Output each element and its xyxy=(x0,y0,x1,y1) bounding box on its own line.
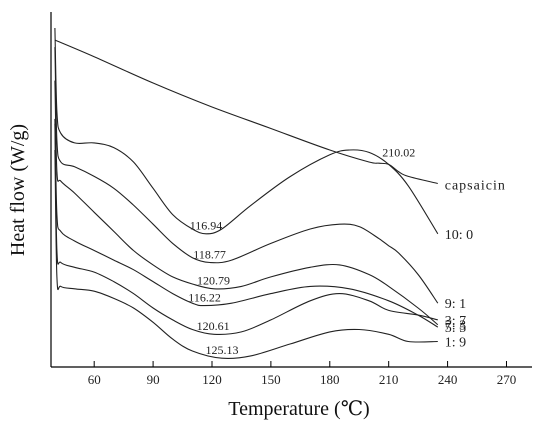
peak-annotation: 120.79 xyxy=(197,274,230,288)
y-axis-title: Heat flow (W/g) xyxy=(7,124,29,256)
series-line-capsaicin xyxy=(54,39,438,185)
x-tick-label: 60 xyxy=(88,372,101,387)
series-label-7-3: 7: 3 xyxy=(445,319,466,334)
x-tick-label: 120 xyxy=(202,372,222,387)
x-tick-label: 270 xyxy=(497,372,517,387)
series-label-9-1: 9: 1 xyxy=(445,297,466,312)
series-line-10-0 xyxy=(54,27,439,235)
series-label-capsaicin: capsaicin xyxy=(445,179,506,194)
series-line-5-5 xyxy=(54,118,439,328)
axes xyxy=(50,12,532,368)
series-line-7-3 xyxy=(54,80,439,326)
x-tick-label: 90 xyxy=(147,372,160,387)
x-tick-label: 240 xyxy=(438,372,458,387)
series-label-3-7: 3: 7 xyxy=(445,314,466,329)
peak-annotation: 116.94 xyxy=(190,219,223,233)
x-tick-label: 180 xyxy=(320,372,340,387)
peak-annotation: 118.77 xyxy=(193,247,226,261)
series-labels: capsaicin 10: 0 9: 1 7: 35: 53: 7 1: 9 xyxy=(445,179,506,351)
series-label-1-9: 1: 9 xyxy=(445,335,466,350)
peak-annotation: 116.22 xyxy=(188,291,221,305)
curves xyxy=(54,27,439,360)
series-line-9-1 xyxy=(54,47,439,304)
peak-annotation: 120.61 xyxy=(197,319,230,333)
peak-annotation: 125.13 xyxy=(206,343,239,357)
x-tick-label: 210 xyxy=(379,372,399,387)
series-label-5-5: 5: 5 xyxy=(445,321,466,336)
series-label-10-0: 10: 0 xyxy=(445,228,473,243)
peak-annotation: 210.02 xyxy=(382,145,415,159)
series-line-1-9 xyxy=(54,149,438,360)
x-tick-label: 150 xyxy=(261,372,281,387)
x-axis-title: Temperature (℃) xyxy=(228,398,369,420)
x-ticks: 60 90 120 150 180 210 240 270 xyxy=(88,361,517,387)
peak-annotations: 210.02 116.94 118.77 120.79 116.22 120.61 125.… xyxy=(188,145,415,357)
series-line-3-7 xyxy=(54,123,438,335)
